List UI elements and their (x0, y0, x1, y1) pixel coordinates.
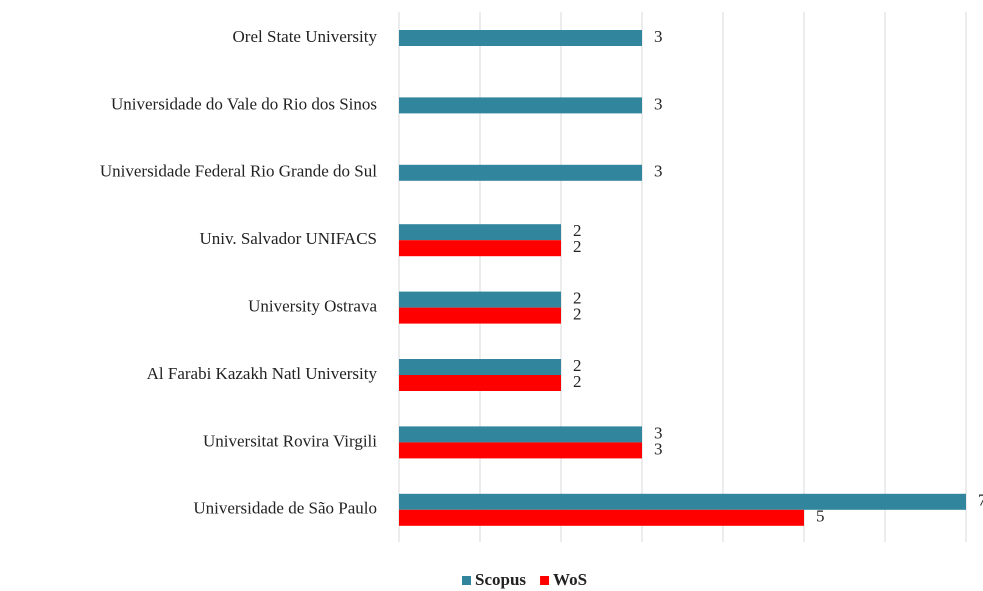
bar (399, 224, 561, 241)
bar (399, 307, 561, 324)
bar (399, 426, 642, 443)
data-label: 5 (816, 507, 825, 526)
data-label: 3 (654, 27, 663, 46)
bar (399, 291, 561, 308)
bar (399, 359, 561, 375)
y-tick-label: Universidade de São Paulo (193, 499, 377, 518)
y-tick-label: Universidade Federal Rio Grande do Sul (100, 162, 377, 181)
y-tick-label: Universitat Rovira Virgili (203, 431, 377, 450)
data-label: 2 (573, 372, 582, 391)
legend-swatch (540, 576, 550, 585)
bar (399, 493, 966, 510)
data-label: 2 (573, 305, 582, 324)
data-label: 2 (573, 237, 582, 256)
y-tick-label: Univ. Salvador UNIFACS (199, 229, 377, 248)
data-label: 3 (654, 439, 663, 458)
bar (399, 442, 642, 459)
data-label: 2 (573, 221, 582, 240)
data-label: 3 (654, 423, 663, 442)
bar (399, 30, 642, 46)
data-label: 2 (573, 289, 582, 308)
y-tick-label: University Ostrava (248, 297, 377, 316)
data-label: 3 (654, 94, 663, 113)
y-tick-label: Orel State University (233, 27, 378, 46)
data-label: 2 (573, 356, 582, 375)
data-label: 3 (654, 162, 663, 181)
y-tick-label: Universidade do Vale do Rio dos Sinos (111, 94, 377, 113)
bar (399, 375, 561, 391)
legend-swatch (462, 576, 471, 585)
bar (399, 509, 804, 526)
bar (399, 97, 642, 114)
legend-label: WoS (553, 570, 587, 589)
bar (399, 240, 561, 257)
bar (399, 164, 642, 181)
data-label: 7 (978, 491, 983, 510)
y-tick-label: Al Farabi Kazakh Natl University (147, 364, 378, 383)
legend-label: Scopus (475, 570, 526, 589)
